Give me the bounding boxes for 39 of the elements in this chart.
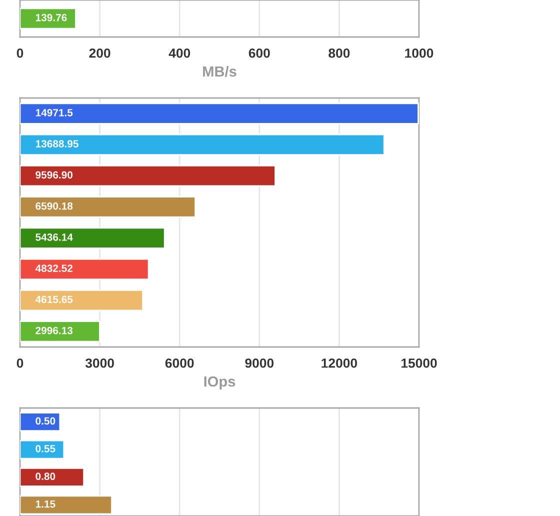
data-label: 0.80 <box>36 472 56 480</box>
data-label: 2996.13 <box>36 326 73 334</box>
x-tick-label: 9000 <box>245 358 274 368</box>
x-tick-label: 1000 <box>405 48 434 58</box>
bar <box>20 320 100 342</box>
data-label: 9596.90 <box>36 171 73 179</box>
bar <box>20 440 65 460</box>
data-label: 1.15 <box>36 500 56 508</box>
data-label: 139.76 <box>36 14 67 22</box>
x-tick-label: 15000 <box>401 358 437 368</box>
data-label: 6590.18 <box>36 202 73 210</box>
x-tick-label: 0 <box>16 48 24 58</box>
bar <box>20 258 150 280</box>
data-label: 5436.14 <box>36 233 73 241</box>
x-tick-label: 200 <box>89 48 110 58</box>
data-label: 13688.95 <box>36 140 78 148</box>
x-axis-title: IOps <box>204 376 236 390</box>
bar <box>20 102 419 124</box>
bar <box>20 227 166 249</box>
data-label: 0.50 <box>36 417 56 425</box>
data-label: 14971.5 <box>36 108 73 116</box>
x-axis-title: MB/s <box>203 66 236 77</box>
x-tick-label: 800 <box>328 48 350 58</box>
x-tick-label: 0 <box>16 358 24 368</box>
bar <box>20 412 61 432</box>
x-tick-label: 3000 <box>85 358 114 368</box>
bar <box>20 290 144 312</box>
bar <box>20 468 85 487</box>
x-tick-label: 12000 <box>322 358 358 368</box>
data-label: 4615.65 <box>35 296 73 304</box>
data-label: 4832.52 <box>35 264 73 272</box>
x-tick-label: 400 <box>168 48 190 58</box>
bar <box>20 196 196 218</box>
bar <box>20 134 385 156</box>
bar <box>20 495 112 515</box>
bar <box>20 165 276 187</box>
data-label: 0.55 <box>36 444 56 452</box>
x-tick-label: 600 <box>248 48 270 58</box>
x-tick-label: 6000 <box>165 358 194 368</box>
